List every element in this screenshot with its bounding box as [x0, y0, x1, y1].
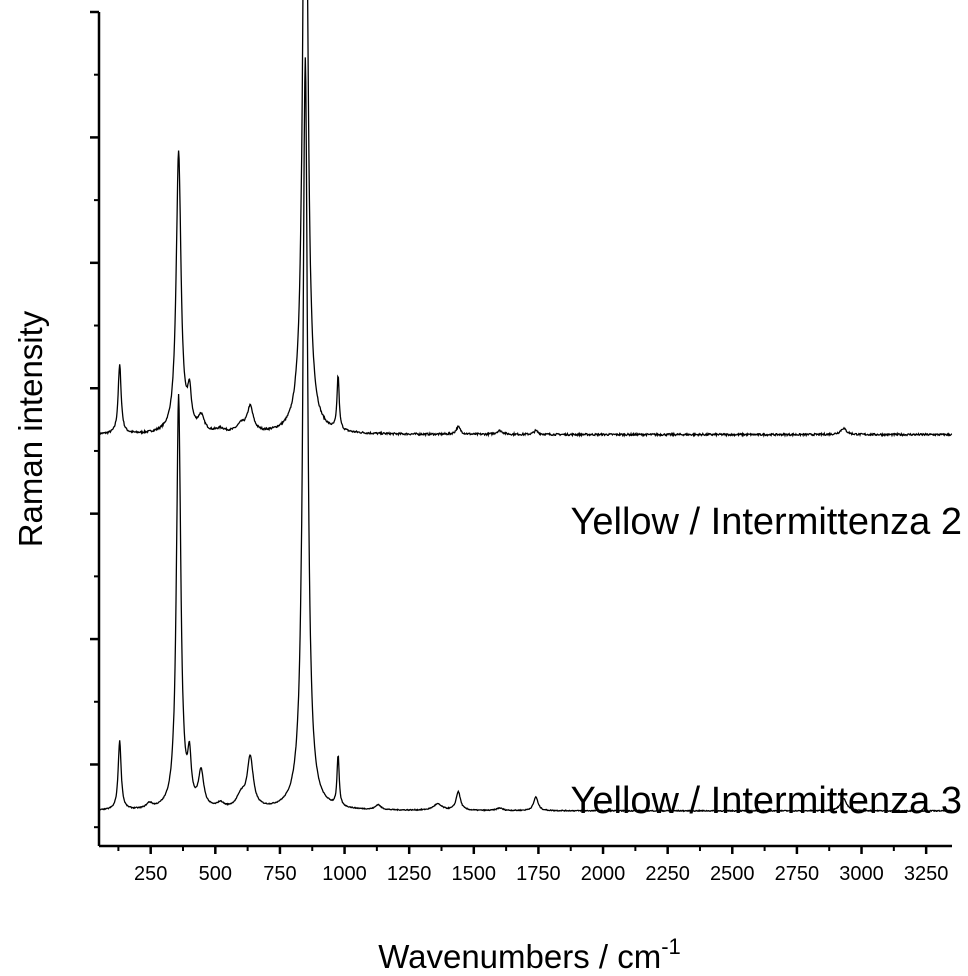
series-line-2	[98, 57, 952, 813]
series-line-1	[98, 0, 953, 438]
x-tick-label: 250	[134, 863, 167, 885]
x-tick-label: 2250	[645, 863, 690, 885]
x-tick-label: 500	[199, 863, 232, 885]
axes: 250 500 750 1000 1250 1500 1750 2000 2250 2500 275…	[90, 10, 952, 885]
x-tick-label: 1250	[387, 863, 432, 885]
series-label-2: Yellow / Intermittenza 3	[571, 780, 962, 822]
x-tick-label: 1500	[452, 863, 497, 885]
x-tick-label: 1000	[322, 863, 367, 885]
x-tick-label: 2750	[775, 863, 820, 885]
x-tick-label: 1750	[516, 863, 561, 885]
x-tick-label: 750	[263, 863, 296, 885]
series-labels: Yellow / Intermittenza 2 Yellow / Intermi…	[571, 501, 962, 822]
series-label-1: Yellow / Intermittenza 2	[571, 501, 962, 543]
x-tick-labels: 250 500 750 1000 1250 1500 1750 2000 2250 2500 275…	[134, 863, 948, 885]
series-lines	[98, 0, 953, 813]
x-axis-title-text: Wavenumbers / cm	[378, 938, 661, 975]
x-axis-title-superscript: -1	[661, 934, 681, 959]
x-tick-label: 3000	[839, 863, 884, 885]
x-ticks	[117, 846, 928, 854]
x-axis-title: Wavenumbers / cm-1	[378, 934, 681, 975]
x-tick-label: 2000	[581, 863, 626, 885]
x-tick-label: 2500	[710, 863, 755, 885]
y-ticks	[90, 10, 99, 829]
y-axis-title: Raman intensity	[12, 310, 49, 547]
x-tick-label: 3250	[904, 863, 949, 885]
